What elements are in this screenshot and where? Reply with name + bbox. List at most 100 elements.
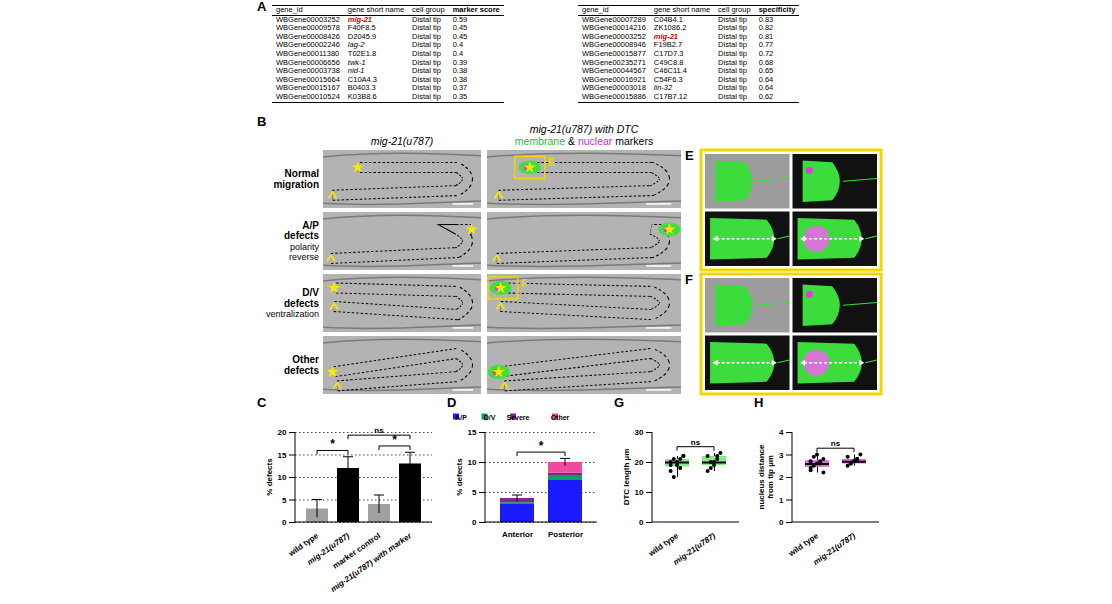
svg-text:0: 0: [779, 518, 784, 527]
svg-text:defects: defects: [284, 365, 319, 376]
svg-text:mig-21(u787): mig-21(u787): [672, 531, 718, 567]
html-text:Distal tip: Distal tip: [412, 91, 441, 101]
svg-text:defects: defects: [284, 298, 319, 309]
svg-text:D/V: D/V: [484, 414, 496, 421]
svg-text:marker control: marker control: [331, 531, 383, 571]
svg-text:mig-21(u787) with DTC: mig-21(u787) with DTC: [530, 123, 639, 135]
svg-text:mig-21(u787) with marker: mig-21(u787) with marker: [329, 531, 414, 594]
html-text:0.45: 0.45: [452, 31, 468, 41]
svg-text:mig-21(u787): mig-21(u787): [305, 531, 352, 567]
svg-text:mig-21(u787): mig-21(u787): [371, 135, 433, 147]
svg-text:0: 0: [472, 518, 477, 527]
html-text:Distal tip: Distal tip: [412, 57, 441, 67]
html-text:lag-2: lag-2: [347, 40, 365, 50]
html-text:C10A4.3: C10A4.3: [347, 74, 377, 84]
svg-text:% defects: % defects: [265, 458, 274, 496]
svg-text:15: 15: [468, 428, 477, 437]
svg-text:Posterior: Posterior: [548, 530, 583, 539]
html-text:D2045.9: D2045.9: [347, 31, 377, 41]
html-text:0.39: 0.39: [452, 57, 468, 67]
html-text:Distal tip: Distal tip: [412, 74, 441, 84]
html-text:A: A: [257, 0, 267, 14]
svg-text:A/P: A/P: [302, 220, 319, 231]
html-text:0.37: 0.37: [452, 83, 468, 93]
svg-text:0: 0: [639, 518, 644, 527]
html-text:WBGene00003738: WBGene00003738: [276, 66, 340, 76]
svg-text:ventralization: ventralization: [266, 309, 319, 319]
html-text:WBGene00015167: WBGene00015167: [276, 83, 340, 93]
svg-text:ns: ns: [374, 426, 384, 435]
html-text:WBGene00010524: WBGene00010524: [276, 91, 340, 101]
html-text:Distal tip: Distal tip: [412, 83, 441, 93]
html-text:Distal tip: Distal tip: [412, 66, 441, 76]
svg-text:20: 20: [278, 428, 287, 437]
svg-text:10: 10: [468, 458, 477, 467]
svg-text:Anterior: Anterior: [502, 530, 533, 539]
svg-text:wild type: wild type: [786, 531, 820, 559]
html-text:Distal tip: Distal tip: [412, 23, 441, 33]
html-text:0.38: 0.38: [452, 74, 468, 84]
svg-text:from tip µm: from tip µm: [766, 455, 775, 499]
html-text:F40F8.5: F40F8.5: [347, 23, 376, 33]
svg-text:30: 30: [635, 428, 644, 437]
svg-text:polarity: polarity: [290, 242, 320, 252]
svg-text:1: 1: [779, 496, 784, 505]
svg-text:15: 15: [278, 451, 287, 460]
svg-text:D/V: D/V: [302, 287, 319, 298]
html-text:twk-1: twk-1: [347, 57, 366, 67]
html-text:mig-21: mig-21: [347, 14, 372, 24]
svg-text:5: 5: [282, 496, 287, 505]
html-text:WBGene00006656: WBGene00006656: [276, 57, 340, 67]
svg-text:nucleus distance: nucleus distance: [757, 444, 766, 509]
svg-text:0: 0: [282, 518, 287, 527]
svg-text:F: F: [521, 278, 527, 289]
html-text:WBGene00008426: WBGene00008426: [276, 31, 340, 41]
svg-text:*: *: [539, 439, 544, 453]
svg-text:F: F: [685, 272, 693, 287]
svg-text:E: E: [548, 157, 555, 168]
html-text:0.45: 0.45: [452, 23, 468, 33]
svg-text:ns: ns: [831, 439, 841, 448]
html-text:B0403.3: B0403.3: [347, 83, 376, 93]
svg-text:mig-21(u787): mig-21(u787): [812, 531, 858, 567]
svg-text:4: 4: [779, 428, 784, 437]
svg-text:A/P: A/P: [455, 414, 467, 421]
svg-text:*: *: [330, 437, 335, 451]
html-text:WBGene00002246: WBGene00002246: [276, 40, 340, 50]
svg-text:Other: Other: [292, 354, 319, 365]
svg-text:migration: migration: [273, 179, 319, 190]
svg-text:Normal: Normal: [285, 168, 320, 179]
svg-text:5: 5: [472, 488, 477, 497]
svg-text:3: 3: [779, 451, 784, 460]
svg-text:Severe: Severe: [507, 414, 530, 421]
html-text:WBGene00015664: WBGene00015664: [276, 74, 340, 84]
svg-text:% defects: % defects: [455, 458, 464, 496]
html-text:K03B8.6: K03B8.6: [347, 91, 377, 101]
svg-text:E: E: [685, 148, 694, 163]
html-text:0.35: 0.35: [452, 91, 468, 101]
svg-text:20: 20: [635, 458, 644, 467]
svg-text:defects: defects: [284, 230, 319, 241]
html-text:0.38: 0.38: [452, 66, 468, 76]
html-text:G: G: [614, 395, 625, 410]
svg-text:ns: ns: [691, 438, 701, 447]
svg-text:10: 10: [635, 488, 644, 497]
svg-text:wild type: wild type: [646, 531, 680, 559]
html-text:0.59: 0.59: [452, 14, 468, 24]
html-text:0.4: 0.4: [452, 40, 464, 50]
html-text:Distal tip: Distal tip: [412, 31, 441, 41]
svg-text:2: 2: [779, 473, 784, 482]
svg-text:*: *: [392, 433, 397, 447]
html-text:WBGene00009578: WBGene00009578: [276, 23, 340, 33]
svg-text:B: B: [257, 114, 266, 129]
html-text:nid-1: nid-1: [347, 66, 365, 76]
html-text:Distal tip: Distal tip: [412, 14, 441, 24]
html-text:WBGene00003252: WBGene00003252: [276, 14, 340, 24]
svg-text:reverse: reverse: [289, 252, 319, 262]
html-text:Distal tip: Distal tip: [412, 40, 441, 50]
svg-text:10: 10: [278, 473, 287, 482]
svg-text:Other: Other: [551, 414, 570, 421]
svg-text:membrane & nuclear markers: membrane & nuclear markers: [515, 135, 653, 147]
svg-text:wild type: wild type: [286, 531, 321, 559]
svg-text:DTC length µm: DTC length µm: [622, 449, 631, 506]
